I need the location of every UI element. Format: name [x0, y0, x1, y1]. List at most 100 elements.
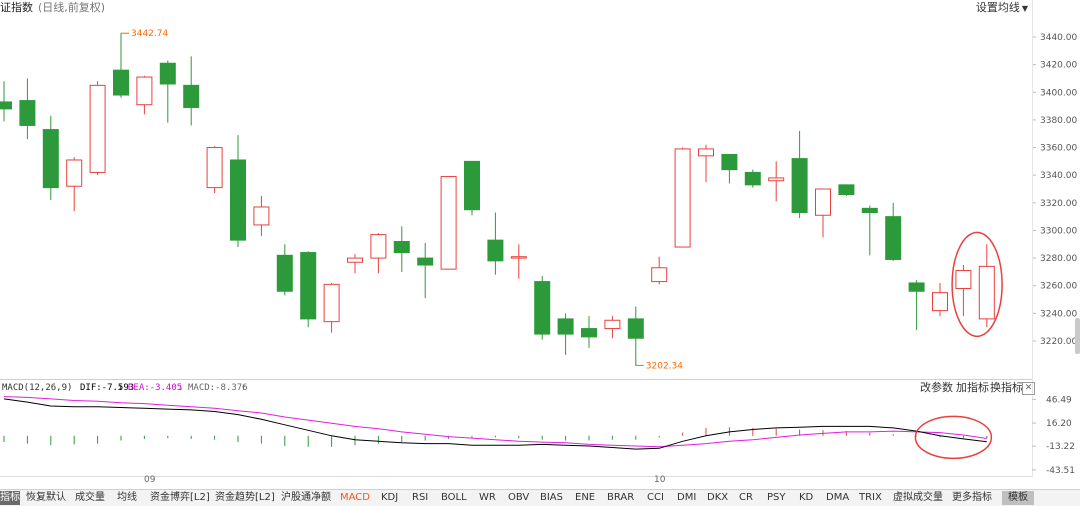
- candle: [417, 242, 434, 299]
- candle: [230, 135, 246, 248]
- dif-value: DIF:-7.593: [80, 383, 135, 393]
- tab-13[interactable]: BIAS: [540, 492, 563, 503]
- candle: [183, 56, 200, 126]
- price-annotation: 3442.74: [121, 29, 168, 39]
- candle-body-up: [89, 84, 106, 173]
- tab-24[interactable]: 虚拟成交量: [893, 492, 943, 503]
- tab-12[interactable]: OBV: [508, 492, 530, 503]
- tab-20[interactable]: PSY: [767, 492, 786, 503]
- add-indicator-button[interactable]: 加指标: [956, 381, 989, 394]
- candle-body-down: [464, 160, 480, 211]
- avg-setting-dropdown[interactable]: 设置均线 ▼: [976, 0, 1028, 17]
- tab-0[interactable]: 指标: [0, 491, 20, 505]
- tab-7[interactable]: MACD: [340, 492, 370, 503]
- candle-body-down: [791, 158, 808, 213]
- candle-body-down: [417, 257, 434, 266]
- candle-body-up: [206, 147, 223, 189]
- tab-18[interactable]: DKX: [707, 492, 729, 503]
- time-axis-line: [0, 476, 1032, 477]
- tab-9[interactable]: RSI: [412, 492, 429, 503]
- price-tick-label: 3320.00: [1040, 199, 1077, 209]
- dea-down-arrow-icon: ↓: [178, 383, 184, 393]
- scroll-handle[interactable]: [1075, 318, 1080, 354]
- date-label-10: 10: [654, 475, 666, 485]
- tab-1[interactable]: 恢复默认: [26, 492, 66, 503]
- macd-up-arrow-icon: ↑: [241, 383, 247, 393]
- change-params-button[interactable]: 改参数: [920, 381, 953, 394]
- tab-19[interactable]: CR: [739, 492, 753, 503]
- candle: [721, 153, 738, 184]
- candle: [791, 130, 808, 219]
- candle-body-up: [932, 292, 948, 312]
- tab-26[interactable]: 模板: [1002, 491, 1034, 505]
- candle: [674, 147, 691, 248]
- candle-body-up: [370, 234, 387, 259]
- candle-body-up: [323, 283, 340, 323]
- candle: [932, 282, 948, 317]
- index-title: 证指数: [0, 1, 33, 14]
- candle-body-down: [908, 282, 925, 292]
- candle: [440, 176, 457, 270]
- candle-body-down: [230, 159, 246, 241]
- pane-divider[interactable]: [0, 379, 1032, 380]
- candle-body-up: [978, 265, 995, 320]
- candle-body-up: [253, 206, 270, 226]
- tab-25[interactable]: 更多指标: [952, 492, 992, 503]
- candle: [885, 202, 902, 261]
- tab-17[interactable]: DMI: [677, 492, 697, 503]
- tab-10[interactable]: BOLL: [441, 492, 467, 503]
- candle: [159, 60, 176, 123]
- tab-23[interactable]: TRIX: [859, 492, 882, 503]
- avg-setting-label: 设置均线: [975, 1, 1020, 14]
- candle-body-down: [744, 171, 761, 186]
- candle-body-down: [627, 318, 644, 339]
- annotation-label: 3442.74: [131, 29, 168, 39]
- candle: [487, 212, 504, 275]
- tab-3[interactable]: 均线: [117, 492, 137, 503]
- price-tick-label: 3420.00: [1040, 61, 1077, 71]
- candle: [908, 280, 925, 330]
- candle: [581, 316, 597, 348]
- candle: [253, 195, 270, 236]
- tab-14[interactable]: ENE: [575, 492, 596, 503]
- candle: [347, 253, 363, 274]
- date-label-09: 09: [144, 475, 156, 485]
- candle: [651, 256, 668, 285]
- candle-body-down: [557, 318, 574, 335]
- price-tick-label: 3220.00: [1040, 337, 1077, 347]
- tab-15[interactable]: BRAR: [607, 492, 635, 503]
- tab-8[interactable]: KDJ: [381, 492, 399, 503]
- price-tick-label: 3240.00: [1040, 309, 1077, 319]
- candlestick-chart[interactable]: 3220.00 3240.00 3260.00 3280.00 3300.00 3320.…: [0, 0, 1080, 379]
- candle-body-up: [440, 176, 457, 270]
- indicator-tab-bar: 指标 恢复默认 成交量 均线 资金博弈[L2] 资金趋势[L2] 沪股通净额 MACD KDJ R…: [0, 489, 1080, 506]
- switch-indicator-button[interactable]: 换指标: [990, 381, 1023, 394]
- tab-21[interactable]: KD: [799, 492, 814, 503]
- tab-5[interactable]: 资金趋势[L2]: [215, 492, 275, 503]
- tab-2[interactable]: 成交量: [75, 492, 105, 503]
- candle-body-down: [300, 252, 317, 320]
- dea-value: DEA:-3.405: [128, 383, 183, 393]
- candle-body-up: [510, 256, 527, 259]
- tab-11[interactable]: WR: [479, 492, 496, 503]
- candle-body-up: [651, 267, 668, 283]
- tab-6[interactable]: 沪股通净额: [281, 492, 331, 503]
- dif-down-arrow-icon: ↓: [118, 383, 124, 393]
- candle-body-down: [885, 216, 902, 260]
- tab-16[interactable]: CCI: [647, 492, 664, 503]
- candle: [768, 161, 785, 202]
- axis-separator: [1032, 0, 1033, 477]
- candle: [627, 306, 644, 366]
- candle: [276, 244, 293, 296]
- candle-body-down: [159, 62, 176, 85]
- tab-4[interactable]: 资金博弈[L2]: [150, 492, 210, 503]
- macd-tick-label: -43.51: [1046, 466, 1075, 475]
- price-tick-label: 3340.00: [1040, 171, 1077, 181]
- tab-22[interactable]: DMA: [826, 492, 850, 503]
- candle-body-up: [674, 148, 691, 248]
- close-indicator-button[interactable]: ✕: [1022, 382, 1035, 395]
- candle-body-down: [581, 328, 597, 338]
- dif-line: [3, 398, 987, 450]
- candle: [323, 282, 340, 333]
- macd-chart[interactable]: 46.49 16.20 -13.22 -43.51: [0, 395, 1080, 475]
